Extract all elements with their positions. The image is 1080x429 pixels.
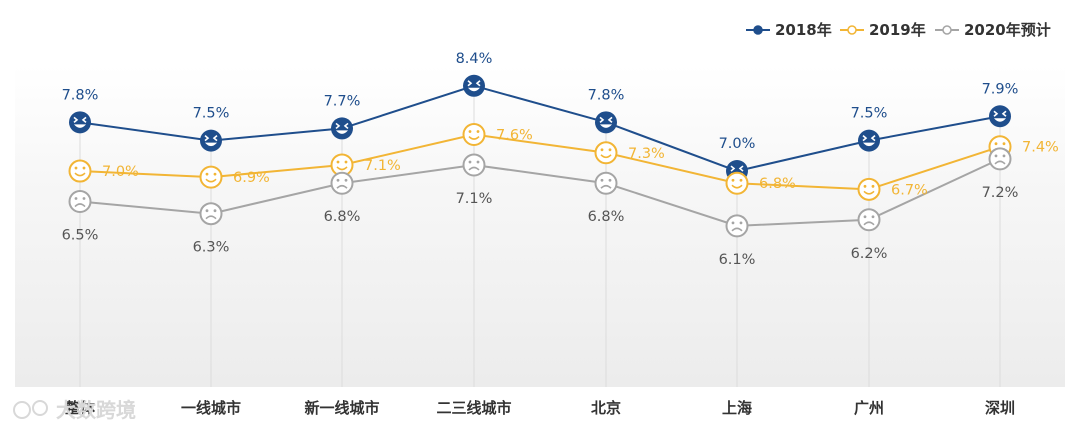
happy-face-icon bbox=[858, 129, 880, 152]
data-label: 7.7% bbox=[324, 93, 361, 109]
x-tick-label: 一线城市 bbox=[181, 399, 241, 417]
data-label: 6.8% bbox=[588, 209, 625, 225]
sad-face-icon bbox=[594, 171, 618, 195]
watermark: 大数跨境 bbox=[13, 398, 136, 422]
data-label: 7.8% bbox=[588, 87, 625, 103]
data-label: 7.8% bbox=[62, 87, 99, 103]
x-tick-label: 广州 bbox=[854, 399, 884, 417]
happy-face-icon bbox=[989, 105, 1011, 128]
data-label: 7.0% bbox=[719, 136, 756, 152]
x-tick-label: 二三线城市 bbox=[436, 399, 511, 417]
happy-face-icon bbox=[463, 74, 485, 97]
happy-face-icon bbox=[331, 117, 353, 140]
legend-marker-icon bbox=[942, 25, 952, 35]
data-label: 7.3% bbox=[628, 146, 665, 162]
happy-face-icon bbox=[69, 111, 91, 134]
legend-label: 2018年 bbox=[775, 21, 832, 39]
data-label: 7.2% bbox=[982, 185, 1019, 201]
data-label: 7.0% bbox=[102, 164, 139, 180]
x-tick-label: 北京 bbox=[591, 399, 621, 417]
legend-label: 2020年预计 bbox=[964, 21, 1051, 39]
data-label: 6.7% bbox=[891, 182, 928, 198]
sad-face-icon bbox=[725, 214, 749, 238]
data-label: 6.1% bbox=[719, 252, 756, 268]
data-label: 6.9% bbox=[233, 170, 270, 186]
happy-face-icon bbox=[595, 111, 617, 134]
plot-background bbox=[15, 65, 1065, 387]
series-line bbox=[79, 133, 1001, 191]
sad-face-icon bbox=[68, 190, 92, 214]
watermark-text: 大数跨境 bbox=[56, 398, 136, 422]
x-tick-label: 整体 bbox=[65, 399, 96, 417]
sad-face-icon bbox=[857, 208, 881, 232]
legend-marker-icon bbox=[753, 25, 763, 35]
data-label: 8.4% bbox=[456, 51, 493, 67]
smile-face-icon bbox=[594, 141, 618, 165]
x-tick-label: 深圳 bbox=[985, 399, 1015, 417]
legend-item: 2018年 bbox=[746, 21, 832, 39]
sad-face-icon bbox=[199, 202, 223, 226]
legend-label: 2019年 bbox=[869, 21, 926, 39]
data-label: 7.4% bbox=[1022, 140, 1059, 156]
data-label: 7.5% bbox=[193, 106, 230, 122]
data-label: 6.8% bbox=[759, 176, 796, 192]
smile-face-icon bbox=[199, 165, 223, 189]
happy-face-icon bbox=[200, 129, 222, 152]
legend-item: 2020年预计 bbox=[935, 21, 1051, 39]
watermark-logo bbox=[13, 400, 48, 419]
data-label: 7.6% bbox=[496, 128, 533, 144]
data-label: 6.5% bbox=[62, 228, 99, 244]
sad-face-icon bbox=[330, 171, 354, 195]
smile-face-icon bbox=[462, 123, 486, 147]
sad-face-icon bbox=[462, 153, 486, 177]
smile-face-icon bbox=[857, 177, 881, 201]
legend-marker-icon bbox=[847, 25, 857, 35]
data-label: 7.9% bbox=[982, 81, 1019, 97]
sad-face-icon bbox=[988, 147, 1012, 171]
data-label: 6.8% bbox=[324, 209, 361, 225]
x-tick-label: 上海 bbox=[722, 399, 752, 417]
series-line bbox=[79, 157, 1001, 227]
smile-face-icon bbox=[68, 159, 92, 183]
smile-face-icon bbox=[725, 171, 749, 195]
data-label: 7.5% bbox=[851, 106, 888, 122]
data-label: 7.1% bbox=[456, 191, 493, 207]
data-label: 6.3% bbox=[193, 240, 230, 256]
data-label: 6.2% bbox=[851, 246, 888, 262]
data-label: 7.1% bbox=[364, 158, 401, 174]
smile-face-icon bbox=[330, 153, 354, 177]
x-tick-label: 新一线城市 bbox=[304, 399, 379, 417]
legend-item: 2019年 bbox=[840, 21, 926, 39]
series-line bbox=[79, 84, 1001, 173]
